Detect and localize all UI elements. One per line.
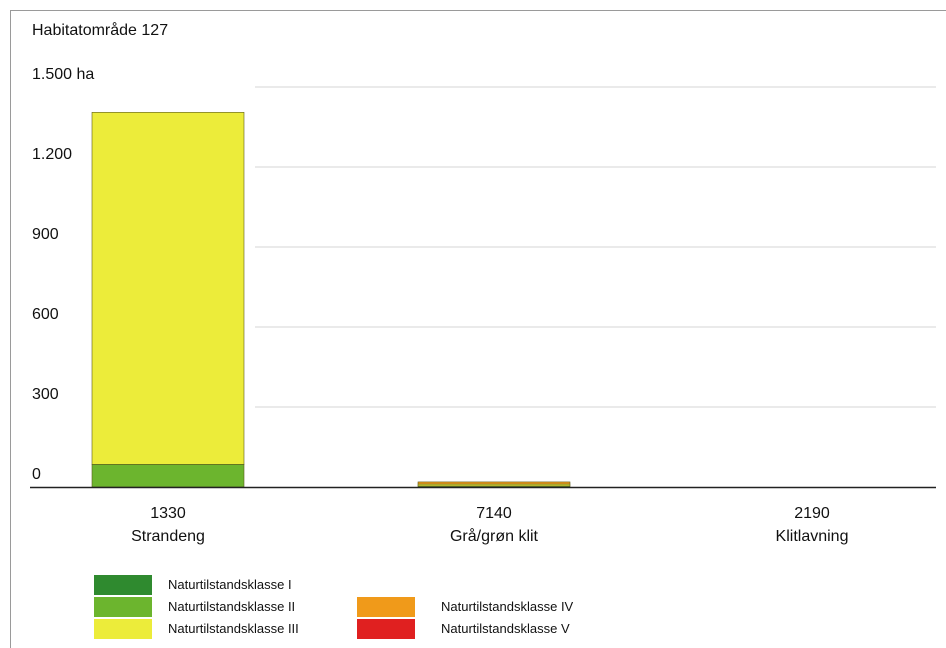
legend-swatch [94,597,152,617]
x-category-label: Strandeng [131,528,205,545]
bar-segment [417,481,571,485]
legend-swatch [94,619,152,639]
bar-segment [91,112,245,465]
y-tick-label: 0 [32,466,41,483]
x-category-code: 1330 [150,505,186,522]
legend-label: Naturtilstandsklasse IV [441,599,574,614]
x-category-label: Klitlavning [776,528,849,545]
legend-label: Naturtilstandsklasse V [441,621,570,636]
x-category-code: 7140 [476,505,512,522]
y-tick-label: 1.200 [32,146,72,163]
chart-frame [10,10,946,648]
x-category-label: Grå/grøn klit [450,527,539,545]
y-tick-label: 300 [32,386,59,403]
x-category-code: 2190 [794,505,830,522]
legend-label: Naturtilstandsklasse I [168,577,292,592]
legend-swatch [94,575,152,595]
legend-swatch [357,619,415,639]
legend-swatch [357,597,415,617]
bar-segment [91,464,245,488]
legend-label: Naturtilstandsklasse III [168,621,299,636]
chart-title: Habitatområde 127 [32,22,169,39]
y-tick-label: 900 [32,226,59,243]
y-tick-label: 600 [32,306,59,323]
y-tick-label: 1.500 ha [32,66,94,83]
legend-label: Naturtilstandsklasse II [168,599,296,614]
